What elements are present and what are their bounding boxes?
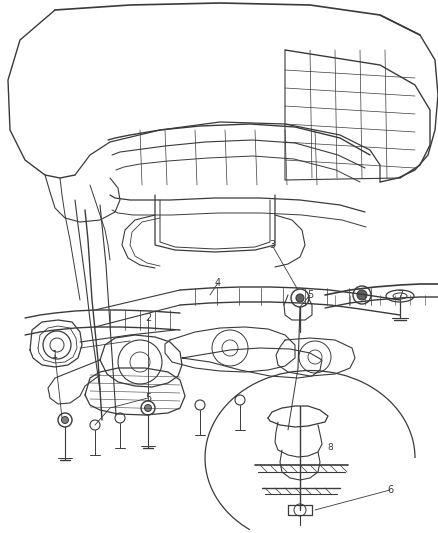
Text: 2: 2 [145,313,151,323]
Circle shape [145,405,152,411]
Text: 4: 4 [215,278,221,288]
Text: 8: 8 [327,443,333,453]
Text: 5: 5 [145,393,151,403]
Text: 6: 6 [387,485,393,495]
Text: 1: 1 [52,350,58,360]
Text: 7: 7 [397,290,403,300]
Circle shape [61,416,68,424]
Text: 5: 5 [307,290,313,300]
Circle shape [357,290,367,300]
Circle shape [296,294,304,302]
Text: 3: 3 [269,240,275,250]
